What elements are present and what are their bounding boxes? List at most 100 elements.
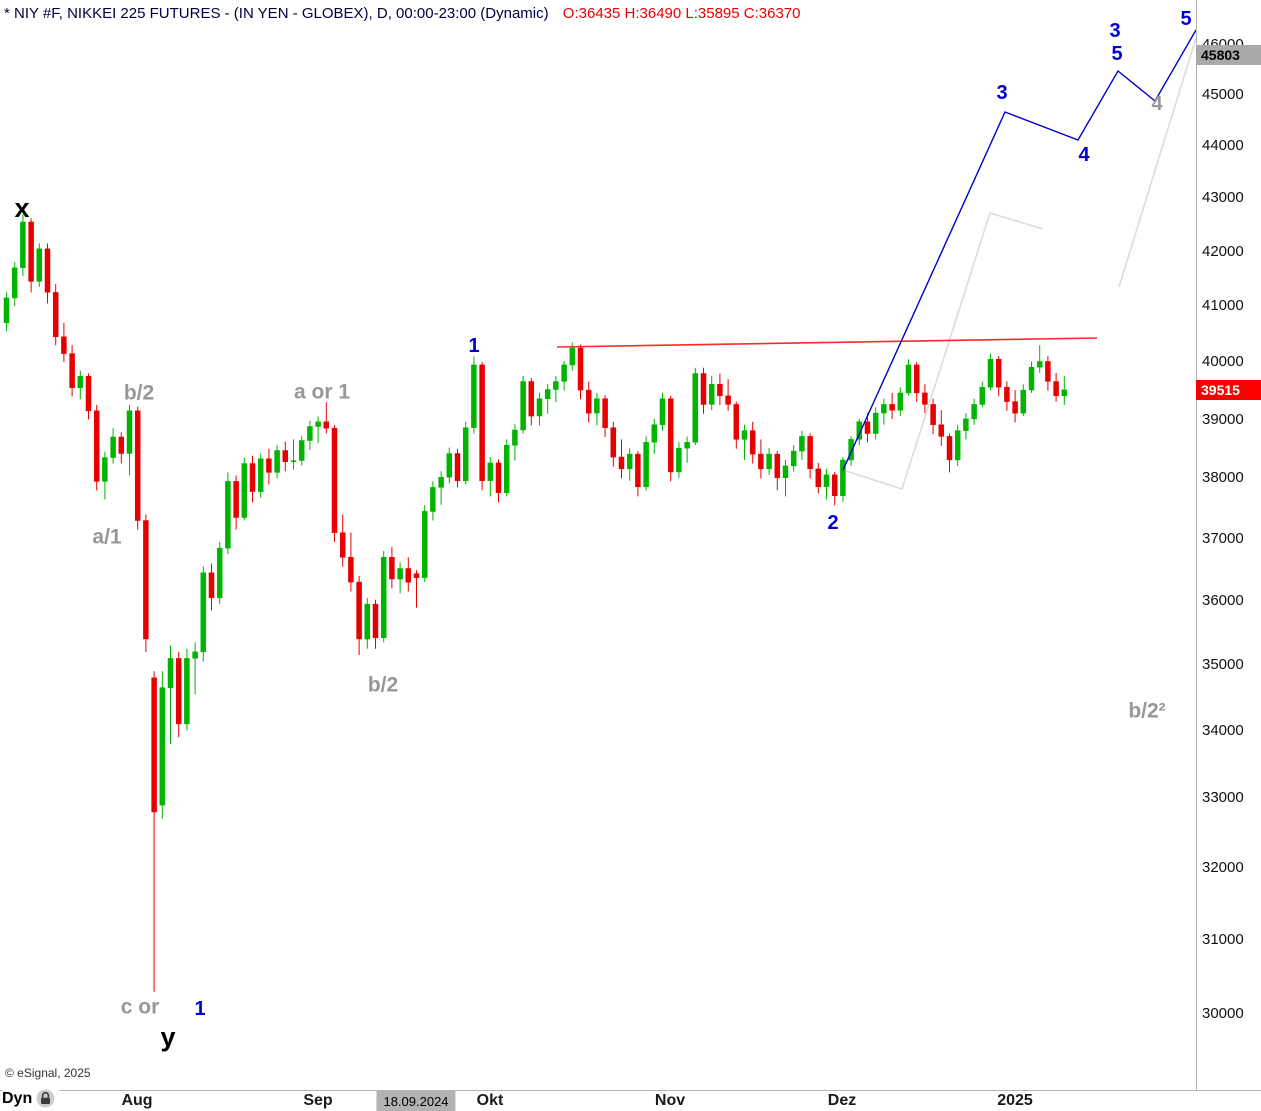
candle-body [307,426,313,441]
candle-body [487,462,494,481]
wave-label[interactable]: 2 [827,512,838,534]
candle-body [553,381,559,390]
candle-body [380,557,387,639]
candle-body [413,573,420,578]
candle-body [389,557,395,580]
candle-body [479,364,485,481]
wave-label[interactable]: 4 [1151,93,1163,115]
candle-body [766,453,772,470]
target-price-badge: 45803 [1196,45,1261,65]
wave-label[interactable]: 3 [996,82,1007,104]
candle-body [175,658,182,725]
candle-body [544,389,551,399]
price-tick-label: 35000 [1202,656,1244,673]
candle-body [1053,381,1059,397]
wave-label[interactable]: 1 [194,998,205,1020]
candle-body [725,395,731,405]
candle-body [692,373,699,443]
wave-label[interactable]: a or 1 [294,381,350,404]
candle-body [1028,366,1035,391]
candle-body [848,439,854,461]
candle-body [77,376,84,388]
wave-projection-blue[interactable] [842,29,1196,471]
candle-body [831,474,838,496]
price-axis[interactable]: 4600045000440004300042000410004000039000… [1197,0,1261,1090]
candles-layer [3,214,1068,992]
alt-projection-gray-2[interactable] [1118,37,1196,288]
candle-body [446,453,453,478]
price-tick-label: 31000 [1202,931,1244,948]
candle-body [799,436,805,452]
candle-body [520,381,526,431]
candle-body [266,458,272,473]
candle-body [471,364,477,428]
wave-label[interactable]: b/2 [124,382,154,405]
candle-body [430,487,436,512]
candle-body [3,297,10,324]
wave-label[interactable]: a/1 [92,526,122,549]
time-axis-border [0,1090,1261,1091]
price-tick-label: 37000 [1202,530,1244,547]
candle-body [85,376,92,412]
candle-body [561,364,567,382]
candle-body [102,457,108,482]
candle-body [938,424,945,437]
candle-body [577,347,584,391]
candle-body [626,453,633,470]
candle-body [462,427,469,482]
price-tick-label: 40000 [1202,353,1244,370]
alt-projection-gray-1[interactable] [842,212,1044,491]
wave-label[interactable]: x [14,193,29,223]
wave-label[interactable]: y [160,1022,175,1052]
wave-label[interactable]: c or [121,996,160,1019]
candle-body [512,429,518,446]
candle-body [594,398,600,414]
wave-label[interactable]: 5 [1180,8,1191,30]
candle-body [397,568,403,580]
candle-body [372,603,379,639]
candle-body [1012,401,1018,414]
candle-body [151,677,157,813]
price-tick-label: 30000 [1202,1005,1244,1022]
candle-body [528,381,535,417]
time-tick-label: 2025 [997,1092,1033,1109]
wave-label[interactable]: b/2 [368,674,398,697]
candle-body [954,430,961,461]
wave-label[interactable]: b/2² [1128,700,1165,723]
candle-body [69,353,75,388]
candle-body [249,463,256,492]
time-axis[interactable]: 18.09.2024 Aug Sep Okt Nov Dez 2025 [0,1091,1196,1111]
candle-body [110,436,116,458]
candle-body [241,463,248,518]
candle-body [708,384,715,405]
price-tick-label: 36000 [1202,592,1244,609]
price-tick-label: 42000 [1202,243,1244,260]
wave-label[interactable]: 3 [1109,20,1120,42]
candle-body [356,581,362,640]
candle-body [323,421,330,429]
candle-body [922,392,928,405]
candle-body [1045,361,1051,382]
candle-body [315,421,321,427]
wave-label[interactable]: 4 [1078,144,1090,166]
dyn-mode-control[interactable]: Dyn [2,1089,60,1108]
wave-label[interactable]: 5 [1111,43,1122,65]
candle-body [913,364,920,394]
candle-body [618,456,625,470]
price-tick-label: 33000 [1202,789,1244,806]
candle-body [872,412,879,434]
candle-body [36,248,43,282]
candle-body [749,430,756,455]
time-tick-label: Aug [121,1092,153,1109]
wave-label[interactable]: 1 [468,335,479,357]
resistance-trendline-red[interactable] [556,337,1098,348]
price-tick-label: 39000 [1202,411,1244,428]
candle-body [856,421,863,440]
ohlc-quote: O:36435 H:36490 L:35895 C:36370 [562,5,801,22]
price-axis-border [1196,0,1197,1090]
candle-body [815,468,822,488]
candle-body [503,444,510,493]
candle-body [257,458,264,492]
lock-icon [36,1089,55,1108]
